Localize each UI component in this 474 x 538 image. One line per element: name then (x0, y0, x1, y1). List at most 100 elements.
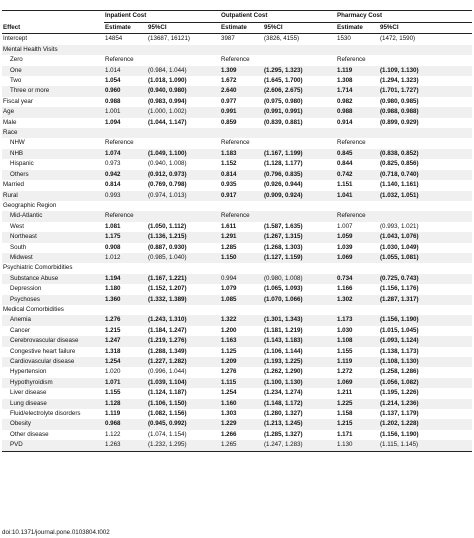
cell-ci-inpatient (147, 263, 220, 273)
header-effect: Effect (2, 22, 104, 35)
cell-estimate-outpatient: 2.640 (221, 87, 237, 95)
header-inpatient-cost: Inpatient Cost (104, 10, 220, 23)
cell-estimate-pharmacy: Reference (337, 56, 366, 64)
cell-ci-inpatient: (1.000, 1.002) (148, 108, 187, 116)
cell-estimate-pharmacy: 0.742 (337, 170, 353, 178)
cell-estimate-pharmacy: 1.225 (337, 399, 353, 407)
cell-ci-outpatient: (1.070, 1.066) (264, 295, 303, 303)
cell-ci-pharmacy: (1.156, 1.190) (380, 316, 419, 324)
cell-estimate-outpatient: Reference (221, 56, 250, 64)
table-row: Geographic Region (2, 200, 472, 212)
cell-ci-pharmacy: (1.137, 1.179) (380, 410, 419, 418)
cell-estimate-inpatient: 1.001 (105, 108, 121, 116)
cell-ci-inpatient: (1.049, 1.100) (148, 149, 187, 157)
cell-ci-pharmacy (379, 138, 472, 148)
cell-ci-inpatient: (1.184, 1.247) (148, 326, 187, 334)
cell-estimate-inpatient: Reference (105, 212, 134, 220)
cell-estimate-outpatient: 0.935 (221, 181, 237, 189)
cell-estimate-pharmacy: 1530 (337, 35, 351, 43)
cell-ci-outpatient: (0.975, 0.980) (264, 97, 303, 105)
cell-estimate-pharmacy: 0.845 (337, 149, 353, 157)
cell-estimate-inpatient: 0.968 (105, 420, 121, 428)
cell-ci-inpatient (147, 45, 220, 55)
cell-estimate-inpatient: 1.318 (105, 347, 121, 355)
cell-ci-pharmacy: (1.093, 1.124) (380, 337, 419, 345)
row-label: Zero (10, 56, 23, 64)
cell-estimate-pharmacy: 1.108 (337, 337, 353, 345)
cell-ci-outpatient (263, 263, 336, 273)
cell-ci-outpatient: (1.065, 1.093) (264, 285, 303, 293)
cell-ci-outpatient: (0.909, 0.924) (264, 191, 303, 199)
cell-estimate-outpatient: 0.859 (221, 118, 237, 126)
cell-estimate-outpatient: 1.150 (221, 253, 237, 261)
cell-estimate-inpatient (104, 201, 147, 211)
cell-estimate-pharmacy: 1.030 (337, 326, 353, 334)
row-label: PVD (2, 440, 104, 452)
cell-estimate-outpatient: 1.209 (221, 358, 237, 365)
row-label: Fluid/electrolyte disorders (10, 410, 81, 418)
cell-estimate-outpatient: 1.229 (221, 420, 237, 428)
cell-ci-outpatient: (0.926, 0.944) (264, 181, 303, 189)
cell-ci-outpatient: (0.980, 1.008) (264, 274, 303, 282)
doi-caption: doi:10.1371/journal.pone.0103804.t002 (2, 529, 110, 536)
cell-ci-pharmacy (379, 45, 472, 55)
cell-estimate-outpatient: 1.309 (221, 66, 237, 74)
cell-ci-inpatient: (1.136, 1.215) (148, 233, 187, 241)
cell-estimate-pharmacy (336, 45, 379, 55)
cell-estimate-inpatient: 1.276 (105, 316, 121, 324)
cell-estimate-inpatient: 1.180 (105, 285, 121, 293)
cell-estimate-inpatient: 1.119 (105, 410, 121, 418)
table-row: Fluid/electrolyte disorders 1.119 (1.082, … (2, 409, 472, 420)
cell-ci-inpatient: (1.124, 1.187) (148, 389, 187, 397)
cell-estimate-pharmacy: 1.166 (337, 285, 353, 293)
cell-estimate-inpatient (104, 128, 147, 138)
cell-estimate-outpatient: 1.160 (221, 399, 237, 407)
cell-ci-inpatient: (1.227, 1.282) (148, 358, 187, 365)
row-label: NHW (10, 139, 25, 147)
cell-ci-pharmacy: (1.032, 1.051) (380, 191, 419, 199)
cell-estimate-pharmacy: 1.158 (337, 410, 353, 418)
cell-estimate-pharmacy: 1.308 (337, 77, 353, 85)
row-label: Cancer (10, 326, 30, 334)
cell-ci-pharmacy (379, 128, 472, 138)
cell-ci-outpatient: (1.213, 1.245) (264, 420, 303, 428)
cell-estimate-pharmacy: 1.041 (337, 191, 353, 199)
cell-ci-outpatient (263, 138, 336, 148)
cell-estimate-outpatient: 1.125 (221, 347, 237, 355)
row-label: Depression (10, 285, 42, 293)
table-row: West 1.081 (1.050, 1.112) 1.611 (1.587, 1.63… (2, 221, 472, 233)
cell-ci-outpatient: (1.301, 1.343) (264, 316, 303, 324)
row-label: Other disease (10, 430, 49, 438)
cell-estimate-pharmacy: 1.039 (337, 243, 353, 251)
cell-ci-outpatient (263, 201, 336, 211)
cell-ci-outpatient: (1.143, 1.183) (264, 337, 303, 345)
cell-ci-inpatient: (0.769, 0.798) (148, 181, 187, 189)
cell-ci-inpatient: (0.996, 1.044) (148, 368, 187, 376)
cell-estimate-pharmacy: Reference (337, 212, 366, 220)
table-row: Psychoses 1.360 (1.332, 1.389) 1.085 (1.070,… (2, 294, 472, 305)
row-label: Mental Health Visits (3, 45, 58, 53)
cell-estimate-pharmacy (336, 128, 379, 138)
cell-ci-inpatient: (0.940, 0.980) (148, 87, 187, 95)
cell-estimate-inpatient: 1.012 (105, 253, 121, 261)
cell-ci-outpatient (263, 45, 336, 55)
cell-ci-inpatient (147, 55, 220, 65)
row-label: Anemia (10, 316, 31, 324)
cell-estimate-pharmacy: 1.059 (337, 233, 353, 241)
cell-estimate-inpatient: 1.081 (105, 222, 121, 230)
cell-estimate-outpatient: 0.814 (221, 170, 237, 178)
cell-ci-inpatient: (0.912, 0.973) (148, 170, 187, 178)
cell-estimate-pharmacy (336, 305, 379, 315)
cell-estimate-inpatient: 14854 (105, 35, 123, 43)
cell-ci-pharmacy: (1.115, 1.145) (379, 440, 472, 452)
cell-ci-pharmacy: (1.156, 1.190) (380, 430, 419, 438)
cell-estimate-inpatient: 1.263 (104, 440, 147, 452)
row-label: Midwest (10, 253, 33, 261)
cell-estimate-inpatient (104, 305, 147, 315)
cell-estimate-outpatient: 1.266 (221, 430, 237, 438)
cell-estimate-outpatient (220, 305, 263, 315)
row-label: Three or more (10, 87, 50, 95)
table-row: Two 1.054 (1.018, 1.090) 1.672 (1.645, 1.700… (2, 76, 472, 87)
cell-ci-pharmacy: (1.138, 1.173) (380, 347, 419, 355)
table-header: Inpatient Cost Outpatient Cost Pharmacy … (2, 10, 472, 35)
